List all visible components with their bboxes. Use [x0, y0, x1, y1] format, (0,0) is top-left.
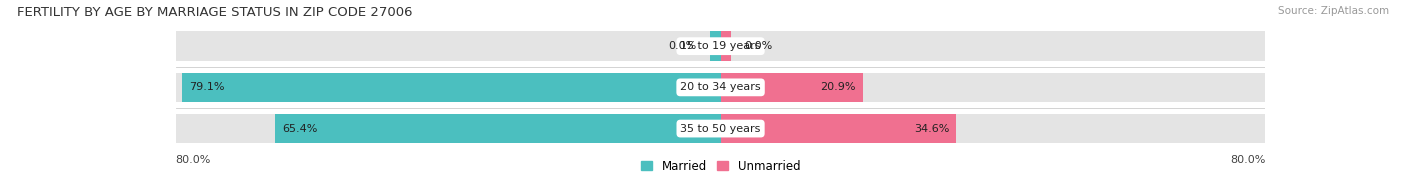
Text: 20 to 34 years: 20 to 34 years [681, 82, 761, 92]
Text: 80.0%: 80.0% [1230, 155, 1265, 165]
Bar [721, 114, 956, 143]
Text: 20.9%: 20.9% [821, 82, 856, 92]
Text: Source: ZipAtlas.com: Source: ZipAtlas.com [1278, 6, 1389, 16]
Bar [181, 73, 721, 102]
Bar [721, 31, 1265, 61]
Bar [721, 114, 1265, 143]
Bar [276, 114, 721, 143]
Bar [721, 73, 863, 102]
Text: 34.6%: 34.6% [914, 123, 949, 133]
Bar [176, 114, 721, 143]
Bar [721, 73, 1265, 102]
Legend: Married, Unmarried: Married, Unmarried [636, 155, 806, 177]
Bar [176, 31, 721, 61]
Bar [710, 31, 721, 61]
Bar [176, 73, 721, 102]
Text: 65.4%: 65.4% [283, 123, 318, 133]
Text: 35 to 50 years: 35 to 50 years [681, 123, 761, 133]
Text: 79.1%: 79.1% [188, 82, 224, 92]
Bar [721, 31, 731, 61]
Text: 80.0%: 80.0% [176, 155, 211, 165]
Text: 0.0%: 0.0% [744, 41, 773, 51]
Text: 0.0%: 0.0% [668, 41, 697, 51]
Text: 15 to 19 years: 15 to 19 years [681, 41, 761, 51]
Text: FERTILITY BY AGE BY MARRIAGE STATUS IN ZIP CODE 27006: FERTILITY BY AGE BY MARRIAGE STATUS IN Z… [17, 6, 412, 19]
